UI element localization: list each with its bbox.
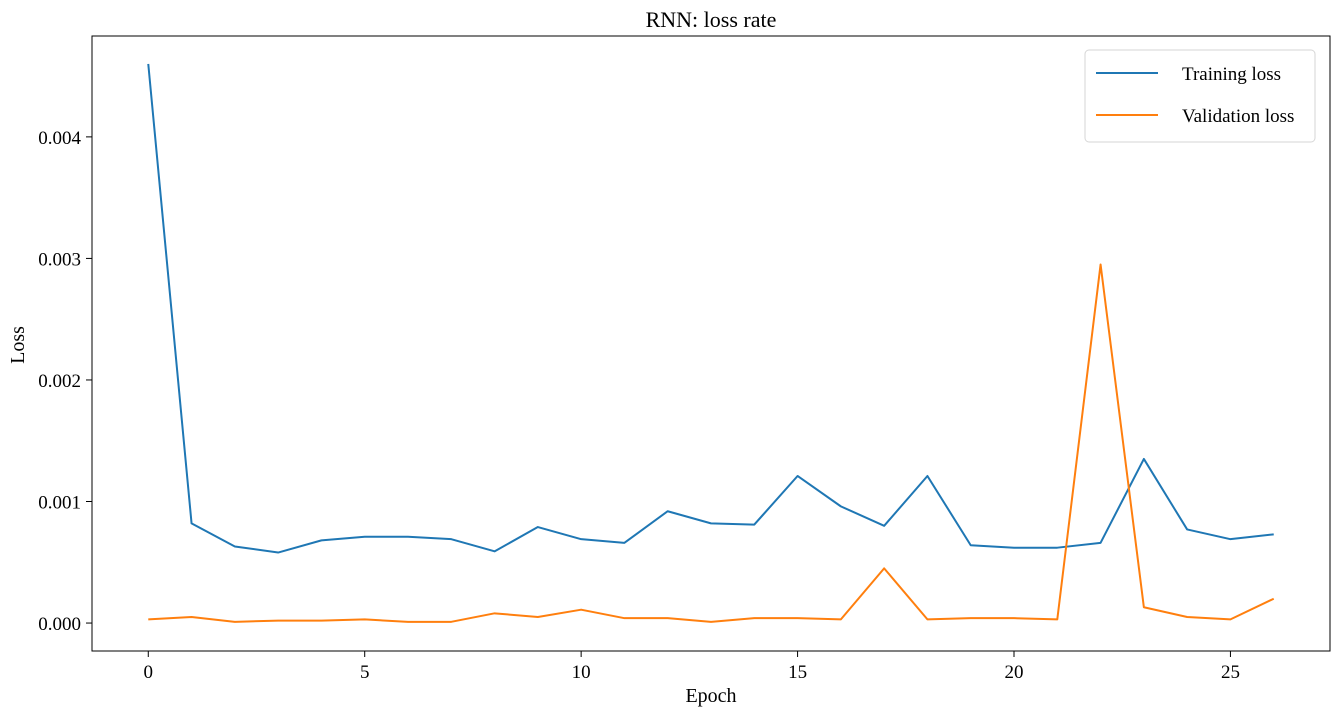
x-tick-label: 0	[144, 662, 154, 683]
legend-label-training-loss: Training loss	[1182, 64, 1281, 85]
x-tick-label: 20	[1005, 662, 1024, 683]
x-axis-label: Epoch	[685, 685, 736, 707]
series-layer	[147, 63, 1275, 623]
y-tick-label: 0.002	[38, 371, 81, 392]
series-line-training-loss	[147, 63, 1274, 554]
series-line-validation-loss	[148, 263, 1275, 623]
x-tick-label: 5	[360, 662, 370, 683]
y-axis-label: Loss	[7, 326, 29, 364]
chart-title: RNN: loss rate	[646, 7, 777, 32]
x-axis-ticks: 0 5 10 15 20 25	[144, 651, 1240, 683]
x-tick-label: 10	[572, 662, 591, 683]
y-tick-label: 0.004	[38, 128, 81, 149]
x-tick-label: 15	[788, 662, 807, 683]
y-tick-label: 0.003	[38, 249, 81, 270]
legend: Training loss Validation loss	[1084, 49, 1316, 143]
y-axis-ticks: 0.000 0.001 0.002 0.003 0.004	[38, 128, 92, 635]
x-tick-label: 25	[1221, 662, 1240, 683]
y-tick-label: 0.001	[38, 493, 81, 514]
plot-area: 0 5 10 15 20 25 0.000 0.001 0.002 0.003 0.004	[38, 35, 1331, 683]
y-tick-label: 0.000	[38, 614, 81, 635]
legend-label-validation-loss: Validation loss	[1182, 106, 1294, 127]
axes-frame	[91, 35, 1331, 652]
